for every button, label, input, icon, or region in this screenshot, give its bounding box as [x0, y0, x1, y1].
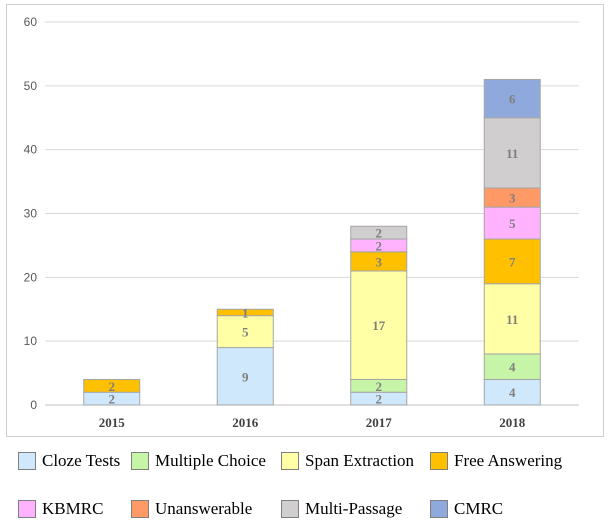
legend-label: Cloze Tests — [42, 451, 121, 470]
legend-swatch — [281, 452, 299, 470]
bar-segment — [483, 378, 541, 406]
bar-segment — [216, 315, 274, 349]
data-label: 11 — [506, 312, 518, 327]
legend-label: Multiple Choice — [155, 451, 266, 470]
data-label: 7 — [509, 254, 516, 269]
bar-segment — [483, 283, 541, 355]
bar-segment — [483, 353, 541, 380]
legend-swatch — [131, 452, 149, 470]
data-label: 9 — [242, 369, 249, 384]
data-label: 2 — [376, 238, 383, 253]
legend-swatch — [131, 500, 149, 518]
data-label: 3 — [376, 254, 383, 269]
data-label: 4 — [509, 360, 516, 375]
y-tick-label: 10 — [24, 334, 38, 348]
data-label: 1 — [242, 305, 249, 320]
data-label: 2 — [376, 379, 383, 394]
data-label: 5 — [509, 216, 516, 231]
bar-segment — [483, 206, 541, 240]
legend-label: Free Answering — [454, 451, 563, 470]
bar-segment — [483, 78, 541, 119]
bar-segment — [483, 238, 541, 285]
legend-swatch — [18, 452, 36, 470]
data-label: 2 — [376, 226, 383, 241]
data-label: 2 — [376, 392, 383, 407]
data-label: 4 — [509, 385, 516, 400]
chart-area: 0 10 20 30 40 50 60 2 2 2015 9 5 1 2016 2 2 17 3 2 2 2017 4 4 1… — [6, 4, 604, 437]
legend-swatch — [281, 500, 299, 518]
bar-segment — [216, 308, 274, 317]
legend-swatch — [18, 500, 36, 518]
data-label: 2 — [109, 379, 116, 394]
y-tick-label: 0 — [30, 398, 37, 412]
y-tick-label: 50 — [24, 79, 38, 93]
x-tick-label: 2016 — [232, 415, 259, 430]
bar-segment — [83, 378, 141, 393]
x-tick-label: 2018 — [499, 415, 526, 430]
stacked-bar-chart: 0102030405060222015951201622173222017441… — [24, 15, 579, 430]
data-label: 11 — [506, 146, 518, 161]
x-tick-label: 2015 — [99, 415, 126, 430]
x-tick-label: 2017 — [366, 415, 393, 430]
bar-segment — [350, 270, 408, 380]
bar-segment — [350, 225, 408, 240]
y-tick-label: 60 — [24, 15, 38, 29]
bar-segment — [216, 347, 274, 406]
legend-swatch — [430, 452, 448, 470]
legend-label: KBMRC — [42, 499, 104, 518]
data-label: 3 — [509, 191, 516, 206]
data-label: 2 — [109, 392, 116, 407]
data-label: 17 — [372, 318, 386, 333]
legend-swatch — [430, 500, 448, 518]
y-tick-label: 30 — [24, 207, 38, 221]
legend-label: Multi-Passage — [305, 499, 403, 518]
data-label: 5 — [242, 325, 249, 340]
data-label: 6 — [509, 92, 516, 107]
legend-label: Unanswerable — [155, 499, 253, 518]
y-tick-label: 40 — [24, 143, 38, 157]
legend-label: Span Extraction — [305, 451, 415, 470]
legend-label: CMRC — [454, 499, 504, 518]
y-tick-label: 20 — [24, 270, 38, 284]
